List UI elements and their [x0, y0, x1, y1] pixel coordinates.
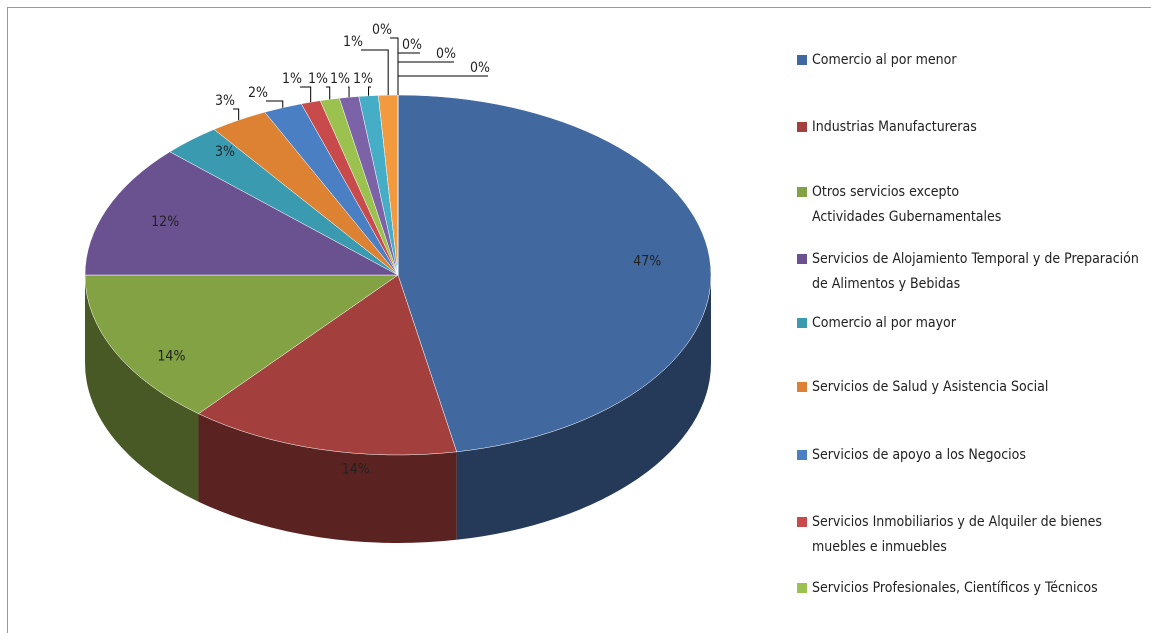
legend-item: Otros servicios excepto Actividades Gube… [797, 180, 1027, 230]
legend-item: Comercio al por mayor [797, 311, 1142, 336]
legend-swatch [797, 450, 807, 460]
leader-line [300, 86, 312, 103]
slice [84, 151, 399, 276]
legend-swatch [797, 318, 807, 328]
data-label: 0% [436, 46, 456, 62]
leader-line [348, 86, 350, 98]
legend-item: Industrias Manufactureras [797, 115, 1142, 140]
data-label: 12% [151, 214, 179, 230]
legend-label: Servicios Profesionales, Científicos y T… [812, 580, 1098, 596]
legend-label: Servicios de Salud y Asistencia Social [812, 379, 1049, 395]
legend-label: Comercio al por mayor [812, 315, 956, 331]
legend-item: Servicios Profesionales, Científicos y T… [797, 576, 1142, 601]
slice-side [198, 413, 457, 543]
data-label: 14% [157, 348, 185, 364]
data-label: 0% [470, 60, 490, 76]
legend-swatch [797, 382, 807, 392]
legend-label: Servicios de Alojamiento Temporal y de P… [812, 251, 1139, 292]
legend-swatch [797, 187, 807, 197]
data-label: 14% [342, 461, 370, 477]
legend-label: Industrias Manufactureras [812, 119, 977, 135]
slice [197, 274, 457, 456]
slice [84, 274, 399, 414]
legend-item: Comercio al por menor [797, 48, 1142, 73]
leader-line [361, 49, 389, 96]
legend-label: Comercio al por menor [812, 52, 957, 68]
data-label: 1% [308, 71, 328, 87]
legend-swatch [797, 517, 807, 527]
data-label: 1% [282, 71, 302, 87]
data-label: 1% [343, 34, 363, 50]
legend-swatch [797, 122, 807, 132]
data-label: 1% [353, 71, 373, 87]
leader-line [397, 52, 420, 95]
data-label: 0% [372, 22, 392, 38]
legend-swatch [797, 254, 807, 264]
leader-line [326, 86, 331, 100]
chart-frame [7, 7, 1151, 633]
leader-line [397, 61, 454, 95]
legend-item: Servicios Inmobiliarios y de Alquiler de… [797, 510, 1142, 560]
legend-swatch [797, 55, 807, 65]
legend-item: Servicios de Salud y Asistencia Social [797, 375, 1142, 400]
leader-line [266, 100, 284, 108]
leader-line [233, 108, 240, 121]
legend-label: Servicios de apoyo a los Negocios [812, 447, 1026, 463]
data-label: 0% [402, 37, 422, 53]
legend-swatch [797, 583, 807, 593]
data-label: 1% [330, 71, 350, 87]
data-label: 47% [633, 253, 661, 269]
legend-label: Servicios Inmobiliarios y de Alquiler de… [812, 514, 1102, 555]
data-label: 2% [248, 85, 268, 101]
leader-line [390, 37, 399, 95]
data-label: 3% [215, 93, 235, 109]
legend-label: Otros servicios excepto Actividades Gube… [812, 184, 1002, 225]
slice-side [456, 275, 711, 540]
slice-side [85, 275, 199, 502]
slice [397, 94, 712, 453]
leader-line [368, 86, 371, 96]
legend-item: Servicios de apoyo a los Negocios [797, 443, 1142, 468]
data-label: 3% [215, 144, 235, 160]
legend-item: Servicios de Alojamiento Temporal y de P… [797, 247, 1142, 297]
leader-line [397, 75, 488, 95]
